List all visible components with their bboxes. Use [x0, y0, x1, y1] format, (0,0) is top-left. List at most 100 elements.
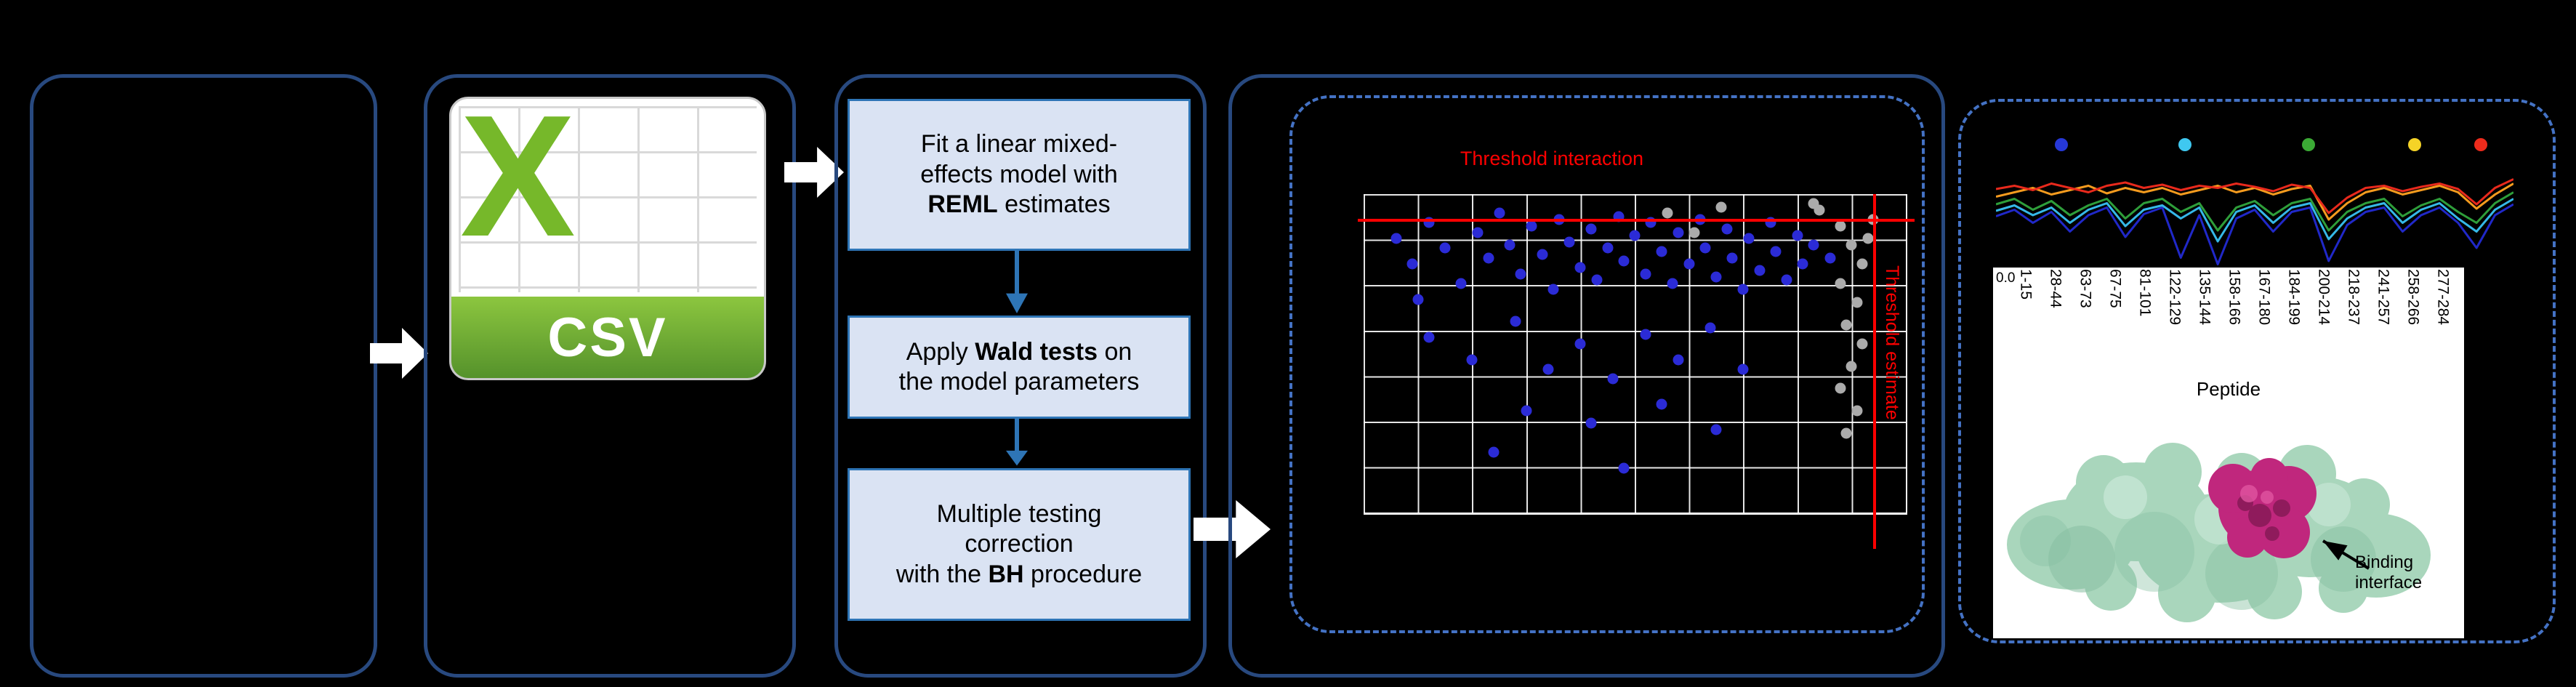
scatter-point-blue — [1542, 363, 1554, 375]
down-arrow-1 — [1006, 249, 1028, 314]
scatter-point-blue — [1737, 284, 1749, 295]
scatter-point-blue — [1563, 236, 1575, 248]
scatter-point-blue — [1483, 252, 1494, 264]
scatter-point-blue — [1526, 220, 1537, 232]
scatter-point-blue — [1704, 322, 1716, 334]
peptide-tick-label: 81-101 — [2136, 269, 2154, 317]
peptide-dashed-frame — [1958, 99, 2556, 643]
input-panel — [30, 74, 377, 678]
scatter-point-blue — [1472, 227, 1484, 238]
peptide-axis-title: Peptide — [2196, 378, 2261, 400]
step-text-post: procedure — [1023, 560, 1143, 588]
peptide-tick-label: 258-266 — [2404, 269, 2422, 326]
protein-structure — [2007, 443, 2431, 622]
peptide-axis-labels: 1-15 28-44 63-73 67-75 81-101 122-129 135-144 1… — [2011, 269, 2458, 377]
scatter-point-gray — [1835, 220, 1846, 232]
scatter-point-gray — [1715, 201, 1727, 213]
step-reml-text: Fit a linear mixed- effects model with R… — [913, 125, 1125, 224]
scatter-point-blue — [1824, 252, 1836, 264]
scatter-point-blue — [1591, 274, 1603, 286]
binding-interface-label: Binding interface — [2355, 553, 2423, 593]
scatter-point-blue — [1683, 258, 1695, 270]
legend-dot-yellow — [2408, 138, 2421, 151]
scatter-point-blue — [1466, 354, 1478, 366]
scatter-point-blue — [1585, 223, 1597, 235]
scatter-point-blue — [1640, 329, 1651, 340]
scatter-point-blue — [1494, 207, 1505, 219]
scatter-point-gray — [1846, 239, 1857, 251]
scatter-point-gray — [1856, 258, 1868, 270]
step-text-pre: Multiple testing correction with the — [895, 499, 1102, 588]
binding-arrow — [2322, 539, 2370, 570]
scatter-point-blue — [1656, 398, 1667, 410]
scatter-point-blue — [1455, 278, 1467, 289]
profile-line-red — [1996, 180, 2513, 214]
scatter-point-blue — [1629, 230, 1641, 241]
scatter-point-blue — [1781, 274, 1792, 286]
step-wald-text: Apply Wald tests on the model parameters — [892, 333, 1147, 402]
peptide-tick-label: 28-44 — [2047, 269, 2064, 308]
peptide-tick-label: 277-284 — [2434, 269, 2452, 326]
down-arrow-2 — [1006, 417, 1028, 466]
modeling-panel: Fit a linear mixed- effects model with R… — [834, 74, 1207, 678]
peptide-tick-label: 135-144 — [2196, 269, 2213, 326]
scatter-point-blue — [1667, 278, 1678, 289]
scatter-point-gray — [1851, 297, 1863, 308]
step-reml: Fit a linear mixed- effects model with R… — [848, 99, 1191, 251]
step-text-pre: Apply — [906, 337, 975, 366]
legend-dot-green — [2302, 138, 2316, 151]
scatter-point-blue — [1618, 255, 1630, 267]
step-text-pre: Fit a linear mixed- effects model with — [920, 130, 1118, 188]
scatter-point-blue — [1797, 258, 1808, 270]
scatter-point-blue — [1574, 262, 1586, 273]
threshold-line-horizontal — [1358, 219, 1915, 222]
csv-file-icon: X CSV — [449, 97, 766, 380]
scatter-point-gray — [1862, 233, 1874, 244]
spreadsheet-grid — [459, 106, 757, 292]
scatter-point-gray — [1851, 405, 1863, 417]
csv-format-banner: CSV — [451, 297, 764, 378]
arrow-shape — [784, 147, 844, 198]
volcano-dashed-frame — [1289, 95, 1925, 633]
results-panel — [1228, 74, 1945, 678]
legend-dot-cyan — [2178, 138, 2191, 151]
scatter-point-gray — [1846, 361, 1857, 372]
scatter-point-gray — [1662, 207, 1673, 219]
peptide-tick-label: 158-166 — [2226, 269, 2243, 326]
scatter-point-gray — [1835, 382, 1846, 394]
scatter-point-blue — [1699, 242, 1711, 254]
csv-panel: X CSV — [424, 74, 796, 678]
scatter-point-blue — [1673, 354, 1684, 366]
scatter-point-blue — [1510, 316, 1521, 327]
peptide-tick-label: 218-237 — [2345, 269, 2362, 326]
scatter-point-blue — [1792, 230, 1803, 241]
scatter-point-gray — [1856, 338, 1868, 350]
volcano-plot — [1364, 194, 1907, 515]
scatter-point-blue — [1521, 405, 1532, 417]
peptide-tick-label: 167-180 — [2255, 269, 2273, 326]
scatter-point-gray — [1808, 198, 1819, 209]
scatter-point-blue — [1439, 242, 1451, 254]
scatter-point-blue — [1488, 446, 1500, 458]
arrow-shape — [1194, 500, 1271, 558]
step-text-bold: BH — [988, 560, 1024, 588]
scatter-point-blue — [1640, 268, 1651, 279]
peptide-tick-label: 1-15 — [2017, 269, 2034, 300]
step-wald: Apply Wald tests on the model parameters — [848, 316, 1191, 419]
legend-dots — [1996, 138, 2513, 151]
scatter-point-blue — [1808, 239, 1819, 251]
scatter-point-blue — [1423, 332, 1435, 343]
scatter-point-gray — [1840, 427, 1852, 438]
scatter-point-blue — [1710, 271, 1722, 283]
y-axis-tick: 0.0 — [1996, 270, 2016, 286]
peptide-tick-label: 67-75 — [2106, 269, 2124, 308]
peptide-axis-panel: 0.0 1-15 28-44 63-73 67-75 81-101 122-129 135-… — [1993, 268, 2464, 638]
peptide-tick-label: 184-199 — [2285, 269, 2303, 326]
scatter-point-gray — [1840, 319, 1852, 331]
flow-arrow-1 — [370, 328, 428, 379]
scatter-point-blue — [1673, 227, 1684, 238]
scatter-point-blue — [1412, 294, 1424, 305]
flow-arrow-2 — [784, 147, 844, 198]
profile-line-cyan — [1996, 199, 2513, 242]
